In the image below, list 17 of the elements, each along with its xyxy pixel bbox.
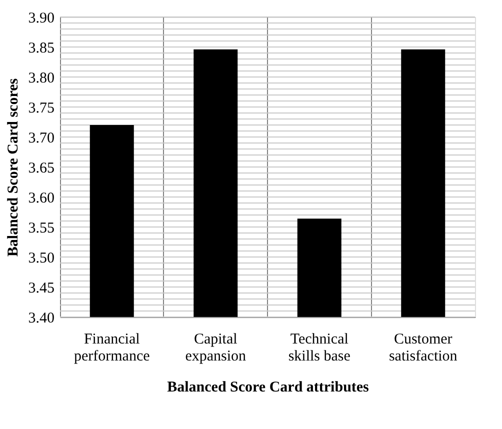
x-tick-label: Capital expansion — [185, 332, 247, 364]
y-tick-label: 3.50 — [28, 250, 54, 266]
x-tick-label: Technical skills base — [288, 332, 351, 364]
y-tick-label: 3.65 — [28, 160, 54, 176]
x-tick-label: Financial performance — [74, 332, 150, 364]
y-tick-label: 3.85 — [28, 40, 54, 56]
y-tick-label: 3.90 — [28, 10, 54, 26]
y-tick-label: 3.40 — [28, 310, 54, 326]
y-tick-label: 3.45 — [28, 280, 54, 296]
y-tick-label: 3.75 — [28, 100, 54, 116]
y-tick-label: 3.55 — [28, 220, 54, 236]
y-axis-title: Balanced Score Card scores — [5, 78, 22, 257]
y-tick-label: 3.80 — [28, 70, 54, 86]
x-axis-title: Balanced Score Card attributes — [167, 380, 370, 396]
x-tick-label: Customer satisfaction — [388, 332, 458, 364]
y-tick-label: 3.70 — [28, 130, 54, 146]
y-tick-label: 3.60 — [28, 190, 54, 206]
